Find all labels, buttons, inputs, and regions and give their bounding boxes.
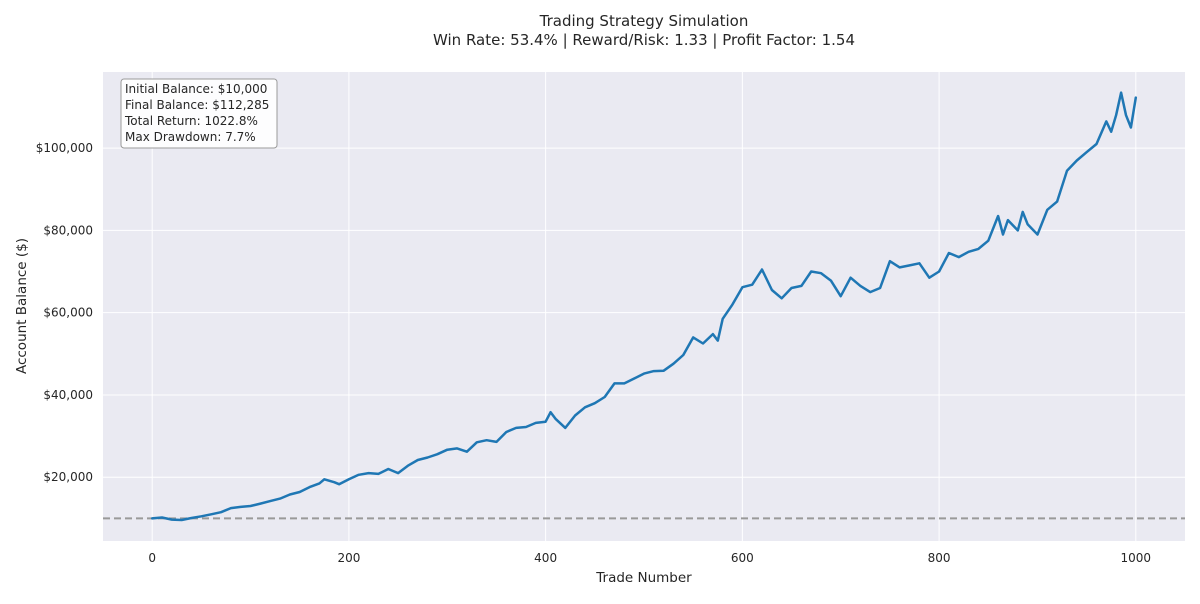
stats-initial-balance: Initial Balance: $10,000 (125, 82, 267, 96)
series-group (150, 91, 1138, 522)
stats-box: Initial Balance: $10,000 Final Balance: … (120, 78, 278, 149)
x-axis-label: Trade Number (595, 570, 692, 586)
y-axis-label: Account Balance ($) (14, 238, 30, 374)
x-tick-label: 400 (534, 551, 557, 565)
stats-final-balance: Final Balance: $112,285 (125, 98, 269, 112)
y-tick-label: $100,000 (36, 141, 93, 155)
balance-series-line (150, 91, 1138, 522)
y-tick-label: $40,000 (43, 388, 93, 402)
chart-subtitle: Win Rate: 53.4% | Reward/Risk: 1.33 | Pr… (433, 31, 855, 49)
plot-area (103, 72, 1185, 541)
y-tick-label: $80,000 (43, 223, 93, 237)
y-tick-labels: $20,000 $40,000 $60,000 $80,000 $100,000 (36, 141, 93, 484)
x-tick-label: 800 (928, 551, 951, 565)
y-tick-label: $20,000 (43, 470, 93, 484)
stats-max-drawdown: Max Drawdown: 7.7% (125, 130, 256, 144)
x-tick-label: 600 (731, 551, 754, 565)
chart-title: Trading Strategy Simulation (539, 12, 749, 30)
stats-total-return: Total Return: 1022.8% (124, 114, 258, 128)
x-tick-label: 0 (148, 551, 156, 565)
stats-box-frame (120, 78, 278, 149)
y-tick-label: $60,000 (43, 306, 93, 320)
x-tick-label: 1000 (1121, 551, 1152, 565)
x-tick-label: 200 (337, 551, 360, 565)
x-tick-labels: 0 200 400 600 800 1000 (148, 551, 1151, 565)
